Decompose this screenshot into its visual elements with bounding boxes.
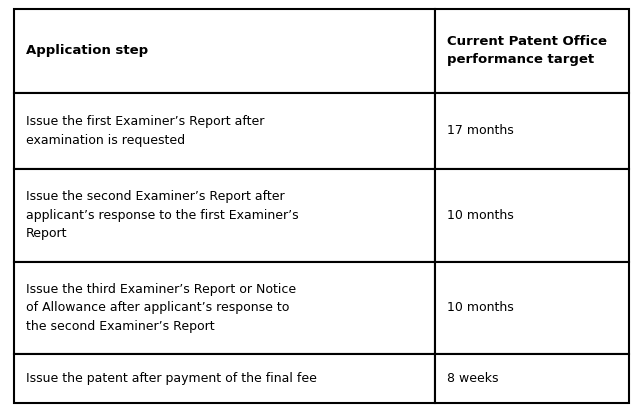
Bar [14, 9, 435, 93]
Text: 17 months: 17 months [447, 124, 514, 137]
Text: Issue the first Examiner’s Report after
examination is requested: Issue the first Examiner’s Report after … [26, 115, 264, 147]
Bar [435, 354, 629, 403]
Bar [14, 262, 435, 354]
Text: 10 months: 10 months [447, 302, 514, 314]
Bar [14, 93, 435, 169]
Text: 8 weeks: 8 weeks [447, 372, 498, 385]
Bar [14, 354, 435, 403]
Text: Issue the third Examiner’s Report or Notice
of Allowance after applicant’s respo: Issue the third Examiner’s Report or Not… [26, 283, 296, 333]
Text: Issue the second Examiner’s Report after
applicant’s response to the first Exami: Issue the second Examiner’s Report after… [26, 190, 298, 241]
Bar [435, 9, 629, 93]
Text: 10 months: 10 months [447, 209, 514, 222]
Bar [435, 169, 629, 262]
Bar [435, 262, 629, 354]
Text: Current Patent Office
performance target: Current Patent Office performance target [447, 35, 607, 66]
Bar [435, 93, 629, 169]
Text: Application step: Application step [26, 44, 148, 57]
Bar [14, 169, 435, 262]
Text: Issue the patent after payment of the final fee: Issue the patent after payment of the fi… [26, 372, 316, 385]
